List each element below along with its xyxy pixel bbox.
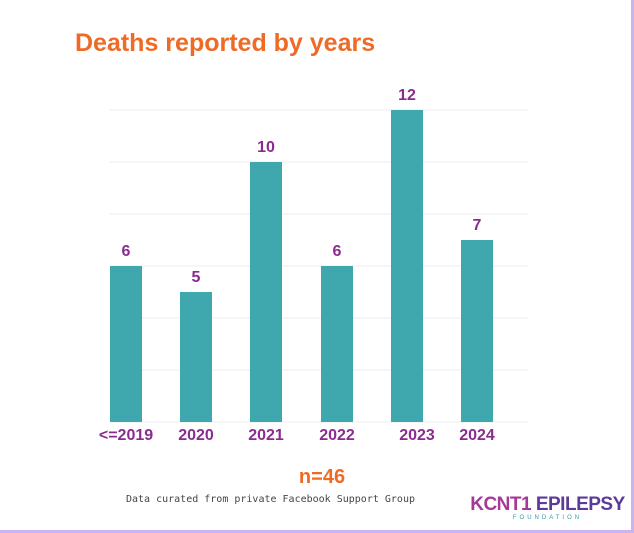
bar: [321, 266, 353, 422]
logo-sub: FOUNDATION: [512, 515, 583, 521]
x-tick-label: <=2019: [99, 427, 153, 444]
data-label: 6: [122, 243, 131, 260]
logo-part1: KCNT1: [470, 494, 532, 515]
bar: [461, 240, 493, 422]
x-tick-label: 2020: [178, 427, 214, 444]
data-label: 10: [257, 139, 275, 156]
data-label: 7: [473, 217, 482, 234]
data-label: 6: [333, 243, 342, 260]
bar: [250, 162, 282, 422]
data-label: 12: [398, 87, 416, 104]
x-tick-label: 2021: [248, 427, 284, 444]
bar: [180, 292, 212, 422]
sample-size-label: n=46: [298, 466, 346, 488]
chart-title: Deaths reported by years: [75, 29, 376, 57]
x-tick-label: 2022: [319, 427, 355, 444]
data-label: 5: [192, 269, 201, 286]
logo-part2: EPILEPSY: [531, 494, 625, 515]
bar: [391, 110, 423, 422]
source-note: Data curated from private Facebook Suppo…: [126, 494, 415, 505]
x-tick-label: 2024: [459, 427, 495, 444]
x-tick-label: 2023: [399, 427, 435, 444]
kcnt1-logo: KCNT1 EPILEPSY FOUNDATION: [470, 494, 625, 521]
bar: [110, 266, 142, 422]
